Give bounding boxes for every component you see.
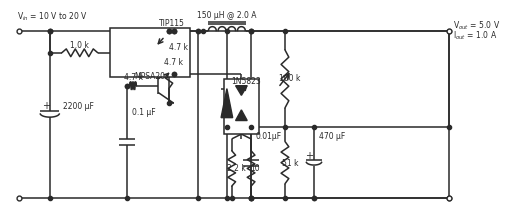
Text: TIP115: TIP115	[159, 19, 185, 28]
Text: 51 k: 51 k	[281, 159, 298, 168]
Text: 10: 10	[250, 164, 260, 173]
Text: +: +	[42, 101, 50, 111]
Text: V$_{in}$ = 10 V to 20 V: V$_{in}$ = 10 V to 20 V	[17, 11, 88, 23]
Text: I$_{out}$ = 1.0 A: I$_{out}$ = 1.0 A	[454, 29, 498, 42]
Polygon shape	[221, 89, 233, 118]
Text: 2.2 k: 2.2 k	[227, 164, 246, 173]
Text: 150 μH @ 2.0 A: 150 μH @ 2.0 A	[197, 11, 257, 20]
Text: 4.7 k: 4.7 k	[124, 73, 143, 82]
Text: 470 μF: 470 μF	[319, 132, 345, 141]
Text: +: +	[305, 151, 313, 161]
Text: 4.7 k: 4.7 k	[169, 43, 188, 52]
Text: 0.01μF: 0.01μF	[256, 132, 282, 141]
Polygon shape	[236, 86, 247, 95]
Text: 1N5823: 1N5823	[231, 77, 261, 86]
Bar	[224, 79, 259, 134]
Text: 2200 μF: 2200 μF	[63, 102, 94, 111]
Text: 1.0 k: 1.0 k	[70, 40, 89, 50]
Text: V$_{out}$ = 5.0 V: V$_{out}$ = 5.0 V	[454, 19, 500, 32]
Text: 100 k: 100 k	[279, 74, 300, 83]
Text: MPSA20: MPSA20	[134, 72, 165, 81]
Polygon shape	[236, 110, 247, 121]
Text: 0.1 μF: 0.1 μF	[132, 108, 156, 117]
Text: 4.7 k: 4.7 k	[164, 58, 183, 67]
Bar	[110, 28, 190, 77]
